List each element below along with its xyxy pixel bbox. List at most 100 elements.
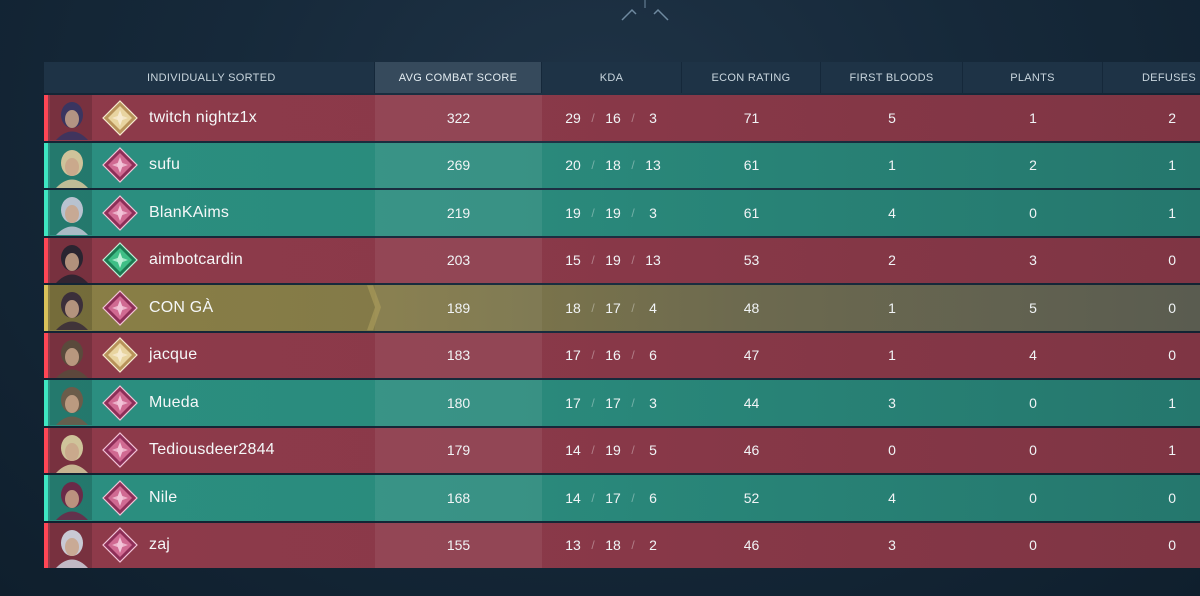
deaths-value: 17 (605, 489, 621, 506)
deaths-value: 18 (605, 537, 621, 554)
kills-value: 18 (565, 299, 581, 316)
kills-value: 17 (565, 394, 581, 411)
plants-value: 0 (1029, 442, 1037, 459)
player-row[interactable]: CON GÀ 189 18 / 17 / 4 48 1 5 0 (44, 285, 1200, 331)
player-name[interactable]: BlanKAims (149, 203, 230, 221)
defuses-value: 2 (1168, 109, 1176, 126)
player-row[interactable]: twitch nightz1x 322 29 / 16 / 3 71 5 1 2 (44, 95, 1200, 141)
player-name[interactable]: aimbotcardin (149, 251, 244, 269)
header-kda[interactable]: KDA (542, 62, 682, 93)
player-cell: twitch nightz1x (44, 95, 375, 141)
agent-portrait-icon[interactable] (50, 380, 92, 426)
kills-value: 14 (565, 489, 581, 506)
agent-portrait-icon[interactable] (50, 522, 92, 568)
player-cell: Tediousdeer2844 (44, 427, 375, 474)
sorted-column-highlight (375, 380, 542, 426)
kills-value: 17 (565, 347, 581, 364)
kills-value: 15 (565, 252, 581, 269)
sorted-column-highlight (375, 142, 542, 188)
player-row[interactable]: BlanKAims 219 19 / 19 / 3 61 4 0 1 (44, 190, 1200, 236)
agent-portrait-icon[interactable] (50, 95, 92, 141)
agent-portrait-icon[interactable] (50, 237, 92, 283)
assists-value: 2 (649, 537, 657, 554)
defuses-value: 0 (1168, 252, 1176, 269)
first-bloods-value: 3 (888, 537, 896, 554)
acs-value: 155 (446, 537, 471, 554)
kda-value: 14 / 17 / 6 (542, 475, 682, 521)
econ-value: 61 (743, 204, 760, 221)
agent-portrait-icon[interactable] (50, 427, 92, 473)
kda-separator: / (591, 443, 595, 458)
agent-portrait-icon[interactable] (50, 190, 92, 236)
rank-pink-icon (102, 194, 138, 231)
header-first-bloods[interactable]: FIRST BLOODS (821, 62, 963, 93)
kda-value: 19 / 19 / 3 (542, 190, 682, 236)
kda-separator: / (591, 538, 595, 553)
deaths-value: 17 (605, 299, 621, 316)
player-cell: jacque (44, 332, 375, 379)
first-bloods-value: 4 (888, 204, 896, 221)
assists-value: 5 (649, 442, 657, 459)
player-name[interactable]: zaj (149, 536, 171, 554)
player-name[interactable]: CON GÀ (149, 298, 214, 316)
agent-portrait-icon[interactable] (50, 285, 92, 331)
kda-value: 20 / 18 / 13 (542, 143, 682, 189)
kills-value: 29 (565, 109, 581, 126)
first-bloods-value: 5 (888, 109, 896, 126)
agent-portrait-icon[interactable] (50, 332, 92, 378)
rank-pink-icon (102, 289, 138, 326)
player-cell: aimbotcardin (44, 237, 375, 284)
sorted-column-highlight (375, 427, 542, 473)
econ-value: 61 (743, 157, 760, 174)
kda-separator: / (631, 205, 635, 220)
header-defuses[interactable]: DEFUSES (1141, 71, 1196, 84)
first-bloods-value: 1 (888, 299, 896, 316)
header-sort-mode[interactable]: INDIVIDUALLY SORTED (44, 62, 375, 93)
agent-portrait-icon[interactable] (50, 142, 92, 188)
header-econ-rating[interactable]: ECON RATING (682, 62, 821, 93)
assists-value: 13 (645, 157, 661, 174)
player-cell: Nile (44, 475, 375, 521)
kda-separator: / (631, 158, 635, 173)
plants-value: 3 (1029, 252, 1037, 269)
acs-value: 179 (446, 442, 471, 459)
scoreboard-header: INDIVIDUALLY SORTED AVG COMBAT SCORE KDA… (44, 62, 1200, 93)
plants-value: 4 (1029, 347, 1037, 364)
team-color-bar (44, 380, 48, 426)
sorted-column-highlight (375, 95, 542, 141)
kda-separator: / (631, 253, 635, 268)
header-avg-combat-score[interactable]: AVG COMBAT SCORE (375, 62, 542, 93)
plants-value: 2 (1029, 157, 1037, 174)
team-color-bar (44, 142, 48, 188)
player-row[interactable]: jacque 183 17 / 16 / 6 47 1 4 0 (44, 332, 1200, 379)
player-cell: zaj (44, 522, 375, 569)
econ-value: 71 (743, 109, 760, 126)
assists-value: 4 (649, 299, 657, 316)
kda-separator: / (631, 110, 635, 125)
player-row[interactable]: Tediousdeer2844 179 14 / 19 / 5 46 0 0 1 (44, 427, 1200, 474)
player-row[interactable]: Nile 168 14 / 17 / 6 52 4 0 0 (44, 475, 1200, 521)
kda-separator: / (631, 300, 635, 315)
player-name[interactable]: sufu (149, 156, 181, 174)
player-name[interactable]: Mueda (149, 393, 199, 411)
first-bloods-value: 2 (888, 252, 896, 269)
kda-value: 14 / 19 / 5 (542, 428, 682, 474)
player-name[interactable]: Tediousdeer2844 (149, 441, 275, 459)
econ-value: 48 (743, 299, 760, 316)
player-name[interactable]: Nile (149, 488, 178, 506)
top-divider-icon (621, 0, 669, 21)
header-plants[interactable]: PLANTS (963, 62, 1103, 93)
player-row[interactable]: Mueda 180 17 / 17 / 3 44 3 0 1 (44, 380, 1200, 426)
player-name[interactable]: twitch nightz1x (149, 108, 257, 126)
agent-portrait-icon[interactable] (50, 475, 92, 521)
sorted-column-highlight (375, 190, 542, 236)
player-row[interactable]: sufu 269 20 / 18 / 13 61 1 2 1 (44, 142, 1200, 189)
rank-gold-icon (102, 337, 138, 374)
player-name[interactable]: jacque (149, 346, 198, 364)
kills-value: 20 (565, 157, 581, 174)
acs-value: 219 (446, 204, 471, 221)
player-row[interactable]: zaj 155 13 / 18 / 2 46 3 0 0 (44, 522, 1200, 569)
first-bloods-value: 3 (888, 394, 896, 411)
player-rows: twitch nightz1x 322 29 / 16 / 3 71 5 1 2 (44, 95, 1200, 568)
player-row[interactable]: aimbotcardin 203 15 / 19 / 13 53 2 3 0 (44, 237, 1200, 284)
